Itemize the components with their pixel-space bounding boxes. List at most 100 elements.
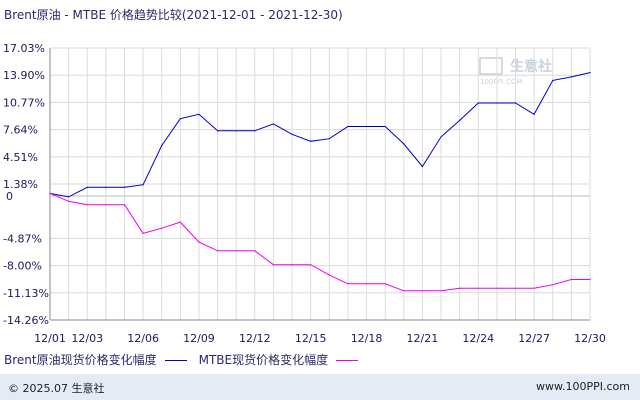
data-point: [589, 278, 591, 281]
chart-grid: [49, 47, 591, 321]
data-point: [142, 232, 144, 235]
data-point: [533, 287, 535, 289]
data-point: [403, 290, 405, 292]
y-tick-label: 10.77%: [3, 96, 45, 109]
data-point: [459, 287, 461, 289]
data-point: [347, 125, 349, 128]
data-point: [365, 283, 368, 285]
data-point: [68, 196, 70, 198]
x-tick-label: 12/30: [574, 332, 606, 345]
data-point: [254, 130, 256, 132]
series-line: [49, 72, 591, 198]
series-brent: [49, 72, 591, 198]
legend-label-mtbe: MTBE现货价格变化幅度: [198, 353, 329, 367]
series-line: [49, 192, 590, 292]
y-tick-label: 1.38%: [3, 178, 38, 191]
data-point: [440, 290, 442, 292]
chart-series: [49, 72, 591, 292]
footer-bar: © 2025.07 生意社 www.100PPI.com: [0, 374, 640, 400]
site-link[interactable]: www.100PPI.com: [536, 380, 630, 393]
data-point: [440, 136, 442, 138]
data-point: [179, 221, 181, 223]
data-point: [216, 130, 219, 132]
x-tick-label: 12/15: [295, 332, 327, 345]
data-point: [216, 250, 219, 252]
data-point: [496, 287, 498, 289]
data-point: [123, 204, 126, 206]
y-tick-label: 13.90%: [3, 69, 45, 82]
y-tick-label: 7.64%: [3, 124, 38, 137]
data-point: [365, 125, 368, 128]
x-tick-label: 12/09: [183, 332, 215, 345]
data-point: [272, 123, 275, 125]
data-point: [291, 264, 293, 266]
copyright-text: © 2025.07 生意社: [8, 382, 105, 395]
y-tick-label: -8.00%: [3, 260, 42, 273]
x-tick-label: 12/06: [127, 332, 159, 345]
x-tick-label: 12/12: [239, 332, 271, 345]
data-point: [142, 184, 144, 186]
data-point: [514, 287, 517, 289]
data-point: [198, 241, 200, 243]
legend-swatch-mtbe: [336, 360, 359, 361]
data-point: [403, 143, 405, 145]
data-point: [552, 79, 554, 82]
data-point: [496, 102, 498, 104]
data-point: [105, 186, 107, 188]
data-point: [310, 140, 312, 142]
chart-legend: Brent原油现货价格变化幅度 MTBE现货价格变化幅度: [4, 351, 370, 368]
series-mtbe: [49, 192, 591, 292]
data-point: [328, 274, 330, 276]
watermark-logo: 生意社 100PPI.COM: [479, 57, 552, 86]
y-tick-label: 0: [6, 190, 13, 203]
x-tick-label: 12/03: [71, 332, 103, 345]
data-point: [49, 192, 51, 195]
data-point: [328, 138, 330, 140]
watermark-icon: [479, 57, 503, 75]
data-point: [68, 200, 70, 202]
watermark-text: 生意社: [510, 58, 552, 75]
x-tick-label: 12/18: [351, 332, 383, 345]
data-point: [161, 227, 163, 229]
data-point: [589, 72, 591, 74]
data-point: [570, 76, 572, 78]
legend-label-brent: Brent原油现货价格变化幅度: [4, 353, 157, 367]
y-tick-label: -4.87%: [3, 232, 42, 245]
data-point: [514, 102, 517, 104]
data-point: [105, 204, 107, 206]
data-point: [347, 283, 349, 285]
x-tick-label: 12/21: [407, 332, 439, 345]
data-point: [570, 278, 572, 281]
chart-axes: [49, 48, 590, 321]
legend-swatch-brent: [164, 360, 187, 361]
data-point: [86, 204, 88, 206]
data-point: [235, 250, 237, 252]
watermark-subtext: 100PPI.COM: [480, 78, 523, 86]
data-point: [235, 130, 237, 132]
y-tick-label: -11.13%: [3, 287, 49, 300]
data-point: [272, 264, 275, 266]
data-point: [291, 133, 293, 135]
line-chart: 生意社 100PPI.COM 17.03% 13.90% 10.77% 7.64% 4.5…: [3, 42, 606, 345]
data-point: [179, 118, 181, 120]
data-point: [310, 264, 312, 266]
data-point: [421, 165, 424, 168]
data-point: [477, 287, 479, 289]
chart-title: Brent原油 - MTBE 价格趋势比较(2021-12-01 - 2021-…: [4, 8, 343, 22]
data-point: [384, 283, 386, 285]
data-point: [198, 113, 200, 115]
data-point: [552, 284, 554, 286]
y-tick-label: 17.03%: [3, 42, 45, 55]
data-point: [459, 119, 461, 122]
x-tick-label: 12/24: [462, 332, 494, 345]
data-point: [477, 102, 479, 104]
x-tick-label: 12/01: [34, 332, 66, 345]
data-point: [161, 145, 163, 147]
x-tick-label: 12/27: [518, 332, 550, 345]
data-point: [254, 250, 256, 252]
data-point: [421, 290, 424, 292]
data-point: [86, 186, 88, 188]
y-axis-tick-labels: 17.03% 13.90% 10.77% 7.64% 4.51% 1.38%0 -4.87%…: [3, 42, 49, 327]
y-tick-label: -14.26%: [3, 314, 49, 327]
data-point: [384, 125, 386, 128]
